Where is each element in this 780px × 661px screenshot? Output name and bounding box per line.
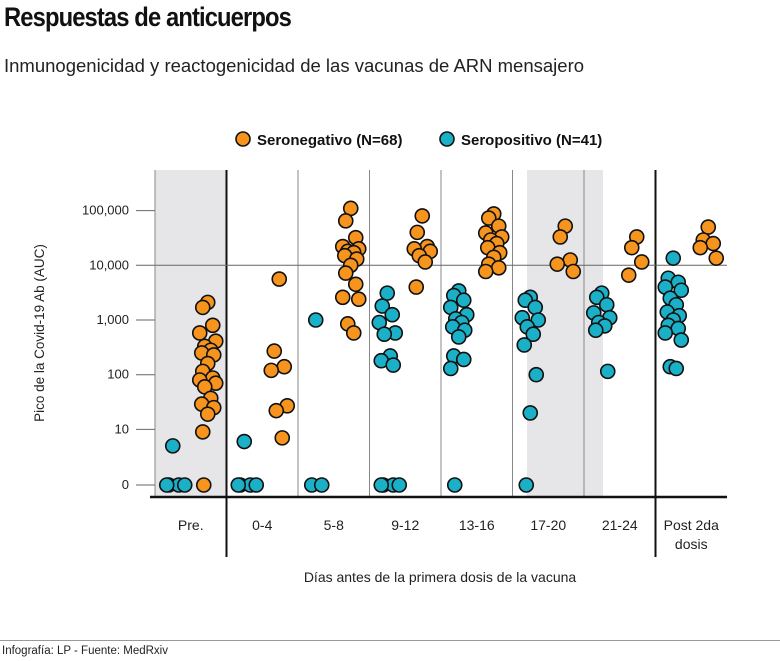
- seronegative-point: [337, 213, 354, 229]
- seronegative-point: [268, 402, 285, 419]
- seronegative-point: [708, 250, 725, 266]
- seropositive-point: [516, 337, 533, 353]
- seronegative-point: [199, 406, 216, 422]
- seronegative-point: [414, 208, 431, 224]
- seropositive-point: [376, 326, 393, 343]
- seropositive-point: [176, 477, 193, 493]
- seronegative-point: [692, 239, 709, 256]
- legend-marker: [439, 131, 455, 147]
- seropositive-point: [230, 477, 247, 493]
- x-category-label: Pre.: [178, 517, 204, 533]
- seropositive-point: [373, 477, 390, 493]
- seropositive-point: [587, 322, 604, 339]
- seropositive-point: [248, 477, 265, 493]
- legend-label: Seropositivo (N=41): [461, 132, 602, 149]
- seropositive-point: [236, 433, 253, 450]
- seropositive-point: [673, 282, 690, 299]
- seropositive-point: [307, 312, 324, 328]
- seronegative-point: [623, 239, 640, 256]
- seronegative-point: [633, 254, 650, 270]
- seropositive-point: [525, 326, 542, 343]
- seropositive-point: [668, 360, 685, 377]
- y-tick-label: 100,000: [82, 203, 129, 218]
- seronegative-point: [337, 265, 354, 281]
- x-axis-title: Días antes de la primera dosis de la vac…: [304, 569, 577, 585]
- seronegative-point: [266, 343, 283, 359]
- seropositive-point: [313, 477, 330, 493]
- seropositive-point: [446, 477, 463, 493]
- seronegative-point: [347, 276, 364, 293]
- antibody-scatter-chart: 0 10 100 1,000 10,000 100,000 Pico de la Covid…: [32, 131, 727, 585]
- x-category-label: dosis: [675, 536, 708, 552]
- seronegative-point: [204, 317, 221, 334]
- seropositive-point: [374, 298, 391, 314]
- seronegative-point: [417, 254, 434, 270]
- seronegative-point: [565, 263, 582, 280]
- y-tick-label: 10: [115, 421, 129, 436]
- seropositive-point: [391, 477, 408, 493]
- seronegative-point: [274, 430, 291, 446]
- seropositive-point: [599, 363, 616, 380]
- seropositive-point: [455, 351, 472, 368]
- seropositive-point: [665, 250, 682, 266]
- seropositive-point: [518, 477, 535, 493]
- seronegative-point: [195, 477, 212, 493]
- x-category-label: 9-12: [391, 517, 419, 533]
- seronegative-point: [490, 260, 507, 276]
- seropositive-point: [379, 285, 396, 301]
- seronegative-point: [345, 325, 362, 341]
- y-tick-label: 1,000: [96, 312, 129, 327]
- seropositive-point: [384, 306, 401, 323]
- seronegative-point: [276, 358, 293, 375]
- y-tick-label: 100: [107, 367, 129, 382]
- seronegative-point: [480, 210, 497, 226]
- seropositive-point: [164, 438, 181, 454]
- x-category-label: 5-8: [324, 517, 344, 533]
- x-category-label: 13-16: [459, 517, 495, 533]
- page-title: Respuestas de anticuerpos: [4, 2, 292, 32]
- seropositive-point: [657, 325, 674, 341]
- y-axis-title: Pico de la Covid-19 Ab (AUC): [32, 244, 47, 422]
- seronegative-point: [350, 291, 367, 308]
- seropositive-point: [455, 292, 472, 309]
- x-category-label: Post 2da: [664, 517, 719, 533]
- seronegative-point: [409, 224, 426, 241]
- seropositive-point: [598, 296, 615, 313]
- seronegative-point: [477, 263, 494, 280]
- legend-label: Seronegativo (N=68): [257, 132, 402, 149]
- seronegative-point: [191, 325, 208, 341]
- seronegative-point: [263, 362, 280, 379]
- y-tick-label: 0: [122, 477, 129, 492]
- legend-marker: [235, 131, 251, 147]
- seronegative-point: [620, 267, 637, 283]
- seropositive-point: [450, 329, 467, 345]
- seropositive-point: [158, 477, 175, 493]
- footer-divider: [0, 640, 780, 641]
- seropositive-point: [528, 366, 545, 383]
- seropositive-point: [385, 357, 402, 373]
- seronegative-point: [194, 299, 211, 316]
- seropositive-point: [442, 360, 459, 377]
- page-subtitle: Inmunogenicidad y reactogenicidad de las…: [4, 55, 585, 76]
- x-category-label: 21-24: [602, 517, 638, 533]
- seronegative-point: [552, 229, 569, 245]
- seropositive-point: [527, 299, 544, 316]
- seropositive-point: [673, 332, 690, 348]
- y-tick-label: 10,000: [89, 257, 129, 272]
- footer-credit: Infografía: LP - Fuente: MedRxiv: [2, 645, 168, 657]
- seronegative-point: [705, 235, 722, 252]
- x-category-label: 0-4: [252, 517, 272, 533]
- seronegative-point: [408, 279, 425, 295]
- seropositive-point: [522, 405, 539, 421]
- seronegative-point: [194, 424, 211, 440]
- x-category-label: 17-20: [530, 517, 566, 533]
- seronegative-point: [549, 256, 566, 272]
- seronegative-point: [334, 289, 351, 306]
- seronegative-point: [271, 271, 288, 287]
- seronegative-point: [700, 219, 717, 235]
- seropositive-point: [530, 312, 547, 328]
